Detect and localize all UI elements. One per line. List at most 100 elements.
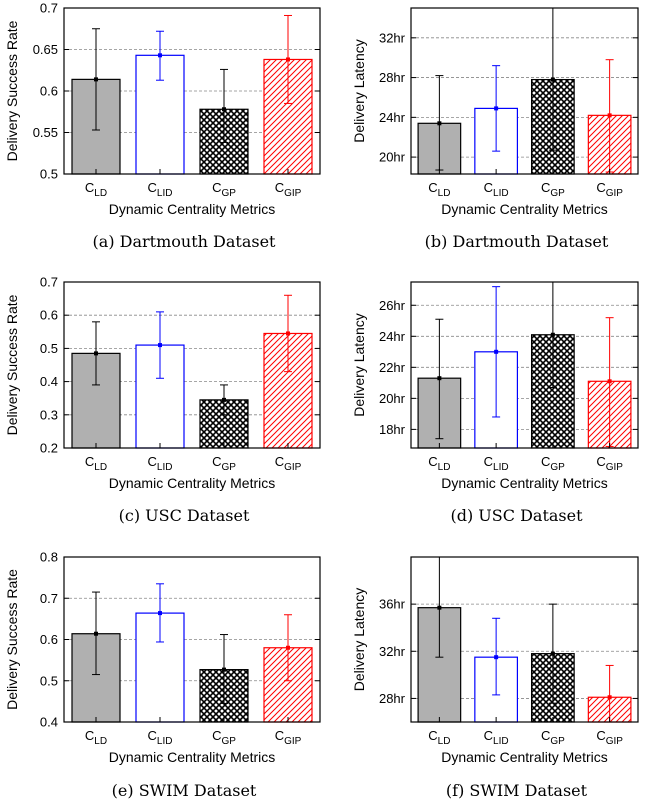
x-tick-label: CLID (148, 728, 173, 747)
mean-point (607, 113, 612, 118)
y-tick-label: 0.7 (40, 1, 58, 16)
x-tick-label-sub: GIP (606, 188, 624, 199)
mean-point (607, 379, 612, 384)
mean-point (158, 611, 162, 616)
y-axis-title: Delivery Success Rate (4, 294, 20, 435)
y-tick-label: 0.5 (40, 341, 58, 356)
x-tick-label: CGIP (275, 728, 302, 747)
x-tick-label-main: C (484, 180, 493, 195)
mean-point (222, 397, 226, 402)
plot-frame (63, 556, 321, 723)
x-tick-label-sub: LID (493, 188, 509, 199)
mean-point (550, 651, 555, 656)
mean-point (94, 631, 98, 636)
y-tick-label: 22hr (379, 360, 406, 375)
mean-point (286, 331, 290, 336)
x-axis-title: Dynamic Centrality Metrics (441, 475, 607, 491)
mean-point (222, 667, 226, 672)
x-tick-label-sub: GIP (606, 736, 624, 747)
x-tick-label: CLID (484, 180, 509, 199)
mean-point (494, 655, 499, 660)
mean-point (222, 107, 226, 112)
x-tick-label-sub: LID (493, 736, 509, 747)
mean-point (158, 53, 162, 58)
x-tick-label: CGP (541, 728, 565, 747)
y-tick-label: 0.3 (40, 407, 58, 422)
x-tick-label: CGIP (596, 728, 623, 747)
x-tick-label-sub: LD (438, 462, 451, 473)
x-tick-label-sub: GP (221, 462, 236, 473)
y-tick-label: 0.65 (33, 42, 58, 57)
plot-frame (410, 556, 639, 723)
x-tick-label-main: C (275, 180, 284, 195)
mean-point (494, 106, 499, 111)
y-tick-label: 0.7 (40, 591, 58, 606)
x-axis-title: Dynamic Centrality Metrics (109, 201, 275, 217)
x-tick-label-main: C (275, 728, 284, 743)
y-tick-label: 0.6 (40, 308, 58, 323)
y-tick-label: 0.5 (40, 673, 58, 688)
y-tick-label: 0.7 (40, 275, 58, 290)
x-tick-label: CGIP (275, 454, 302, 473)
x-tick-label: CGP (212, 180, 236, 199)
mean-point (437, 121, 442, 126)
x-tick-label: CGIP (275, 180, 302, 199)
y-axis-title: Delivery Success Rate (4, 20, 20, 161)
x-tick-label: CLID (148, 454, 173, 473)
x-tick-label-sub: GIP (284, 188, 302, 199)
mean-point (607, 695, 612, 700)
x-tick-label: CLID (148, 180, 173, 199)
mean-point (550, 332, 555, 337)
y-tick-label: 24hr (379, 329, 406, 344)
y-tick-label: 20hr (379, 391, 406, 406)
x-tick-label-main: C (85, 180, 94, 195)
x-tick-label-main: C (484, 454, 493, 469)
y-tick-label: 0.4 (40, 715, 58, 730)
panel-caption: (f) SWIM Dataset (446, 781, 588, 800)
y-tick-label: 0.55 (33, 125, 58, 140)
x-tick-label: CLD (85, 180, 107, 199)
x-tick-label: CGP (212, 728, 236, 747)
x-tick-label-main: C (212, 454, 221, 469)
x-tick-label: CLD (85, 728, 107, 747)
mean-point (286, 57, 290, 62)
x-tick-label: CGIP (596, 180, 623, 199)
x-tick-label-sub: LD (438, 736, 451, 747)
y-tick-label: 20hr (379, 150, 406, 165)
x-tick-label-sub: GP (550, 736, 565, 747)
y-tick-label: 0.6 (40, 632, 58, 647)
x-tick-label-sub: GP (221, 736, 236, 747)
x-tick-label: CLD (428, 180, 450, 199)
x-tick-label-sub: LD (94, 188, 107, 199)
y-tick-label: 18hr (379, 422, 406, 437)
plot-frame (410, 281, 639, 449)
x-tick-label-main: C (541, 180, 550, 195)
x-tick-label-sub: GP (221, 188, 236, 199)
x-tick-label-main: C (428, 180, 437, 195)
y-tick-label: 0.6 (40, 84, 58, 99)
x-tick-label-sub: LD (94, 462, 107, 473)
y-axis-title: Delivery Latency (351, 39, 367, 143)
y-tick-label: 0.4 (40, 374, 58, 389)
x-axis-title: Dynamic Centrality Metrics (109, 749, 275, 765)
x-tick-label-sub: LD (94, 736, 107, 747)
x-tick-label: CLD (428, 728, 450, 747)
x-tick-label-main: C (596, 728, 605, 743)
mean-point (286, 645, 290, 650)
x-tick-label-main: C (275, 454, 284, 469)
x-tick-label-main: C (541, 728, 550, 743)
mean-point (550, 77, 555, 82)
y-tick-label: 0.2 (40, 441, 58, 456)
x-tick-label-main: C (428, 454, 437, 469)
x-tick-label: CLD (85, 454, 107, 473)
x-tick-label-main: C (148, 180, 157, 195)
mean-point (437, 376, 442, 381)
plot-frame (63, 7, 321, 175)
x-tick-label-main: C (541, 454, 550, 469)
panel-caption: (c) USC Dataset (119, 506, 250, 525)
x-tick-label-main: C (596, 180, 605, 195)
